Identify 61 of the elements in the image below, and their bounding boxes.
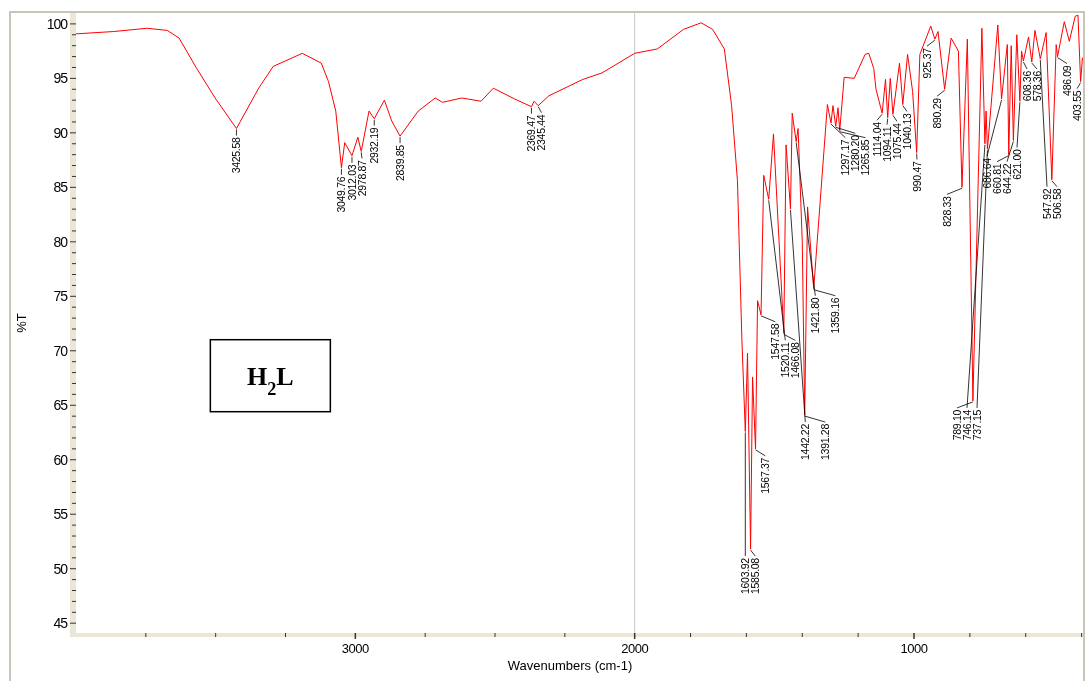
annotation: 737.15 — [970, 409, 983, 441]
y-tick-label: 65 — [53, 397, 69, 414]
annotation: 3049.76 — [335, 176, 348, 213]
y-tick-label: 75 — [53, 288, 69, 305]
annotation: 1603.92 — [738, 557, 751, 594]
annotation: 1265.85 — [858, 139, 871, 176]
annotation: 1547.58 — [768, 323, 781, 360]
annotation: 2978.87 — [355, 159, 368, 197]
annotation: 2932.19 — [367, 127, 380, 164]
y-tick-label: 55 — [53, 506, 69, 523]
y-tick-label: 90 — [53, 124, 69, 141]
annotation: 3012.03 — [345, 164, 358, 201]
annotation: 1520.11 — [778, 341, 791, 378]
y-tick-label: 95 — [53, 70, 69, 87]
annotation: 644.22 — [1000, 163, 1013, 194]
annotation: 746.14 — [960, 409, 973, 441]
annotation: 486.09 — [1060, 65, 1073, 96]
annotation: 1585.08 — [748, 557, 761, 594]
y-axis-title: %T — [14, 313, 29, 333]
annotation: 1094.11 — [880, 126, 893, 162]
annotation: 1466.08 — [788, 341, 801, 379]
annotation: 547.92 — [1040, 188, 1053, 220]
annotation: 1280.20 — [848, 134, 861, 172]
y-tick-label: 100 — [46, 15, 69, 32]
annotation: H$_{2}$L — [247, 361, 294, 399]
annotation: 608.36 — [1020, 70, 1033, 102]
annotation: 1040.13 — [900, 113, 913, 150]
annotation: 990.47 — [910, 161, 923, 192]
x-axis-title: Wavenumbers (cm-1) — [507, 658, 633, 673]
y-tick-label: 70 — [53, 342, 69, 359]
annotation: 2345.44 — [535, 114, 548, 151]
annotation: 403.55 — [1070, 90, 1083, 121]
annotation: 1114.04 — [870, 121, 883, 157]
annotation: 3425.58 — [230, 137, 243, 174]
annotation: 925.37 — [920, 47, 933, 79]
y-tick-label: 80 — [53, 233, 69, 250]
annotation: 2839.85 — [393, 144, 406, 181]
annotation: 890.29 — [930, 97, 943, 129]
annotation: 660.81 — [990, 163, 1003, 194]
y-tick-label: 85 — [53, 179, 69, 196]
annotation: 621.00 — [1010, 149, 1023, 180]
annotation: 578.36 — [1030, 70, 1043, 102]
annotation: 789.10 — [950, 409, 963, 441]
annotation: 2369.47 — [525, 115, 538, 152]
y-tick-label: 50 — [53, 560, 69, 577]
annotation: 1075.44 — [890, 122, 903, 160]
annotation: 1421.80 — [808, 297, 821, 334]
annotation: 828.33 — [940, 195, 953, 227]
annotation: 506.58 — [1050, 188, 1063, 220]
annotation: 1391.28 — [818, 423, 831, 460]
annotation: 686.64 — [980, 157, 993, 189]
annotation: 1442.22 — [798, 423, 811, 460]
annotation: 1567.37 — [758, 457, 771, 494]
y-tick-label: 45 — [53, 615, 69, 632]
annotation: 1359.16 — [828, 297, 841, 334]
x-tick-label: 2000 — [621, 641, 649, 656]
annotation: 1297.17 — [838, 139, 851, 176]
x-tick-label: 3000 — [341, 641, 370, 656]
x-tick-label: 1000 — [900, 641, 928, 656]
line-series — [75, 14, 1083, 550]
y-tick-label: 60 — [53, 451, 69, 468]
